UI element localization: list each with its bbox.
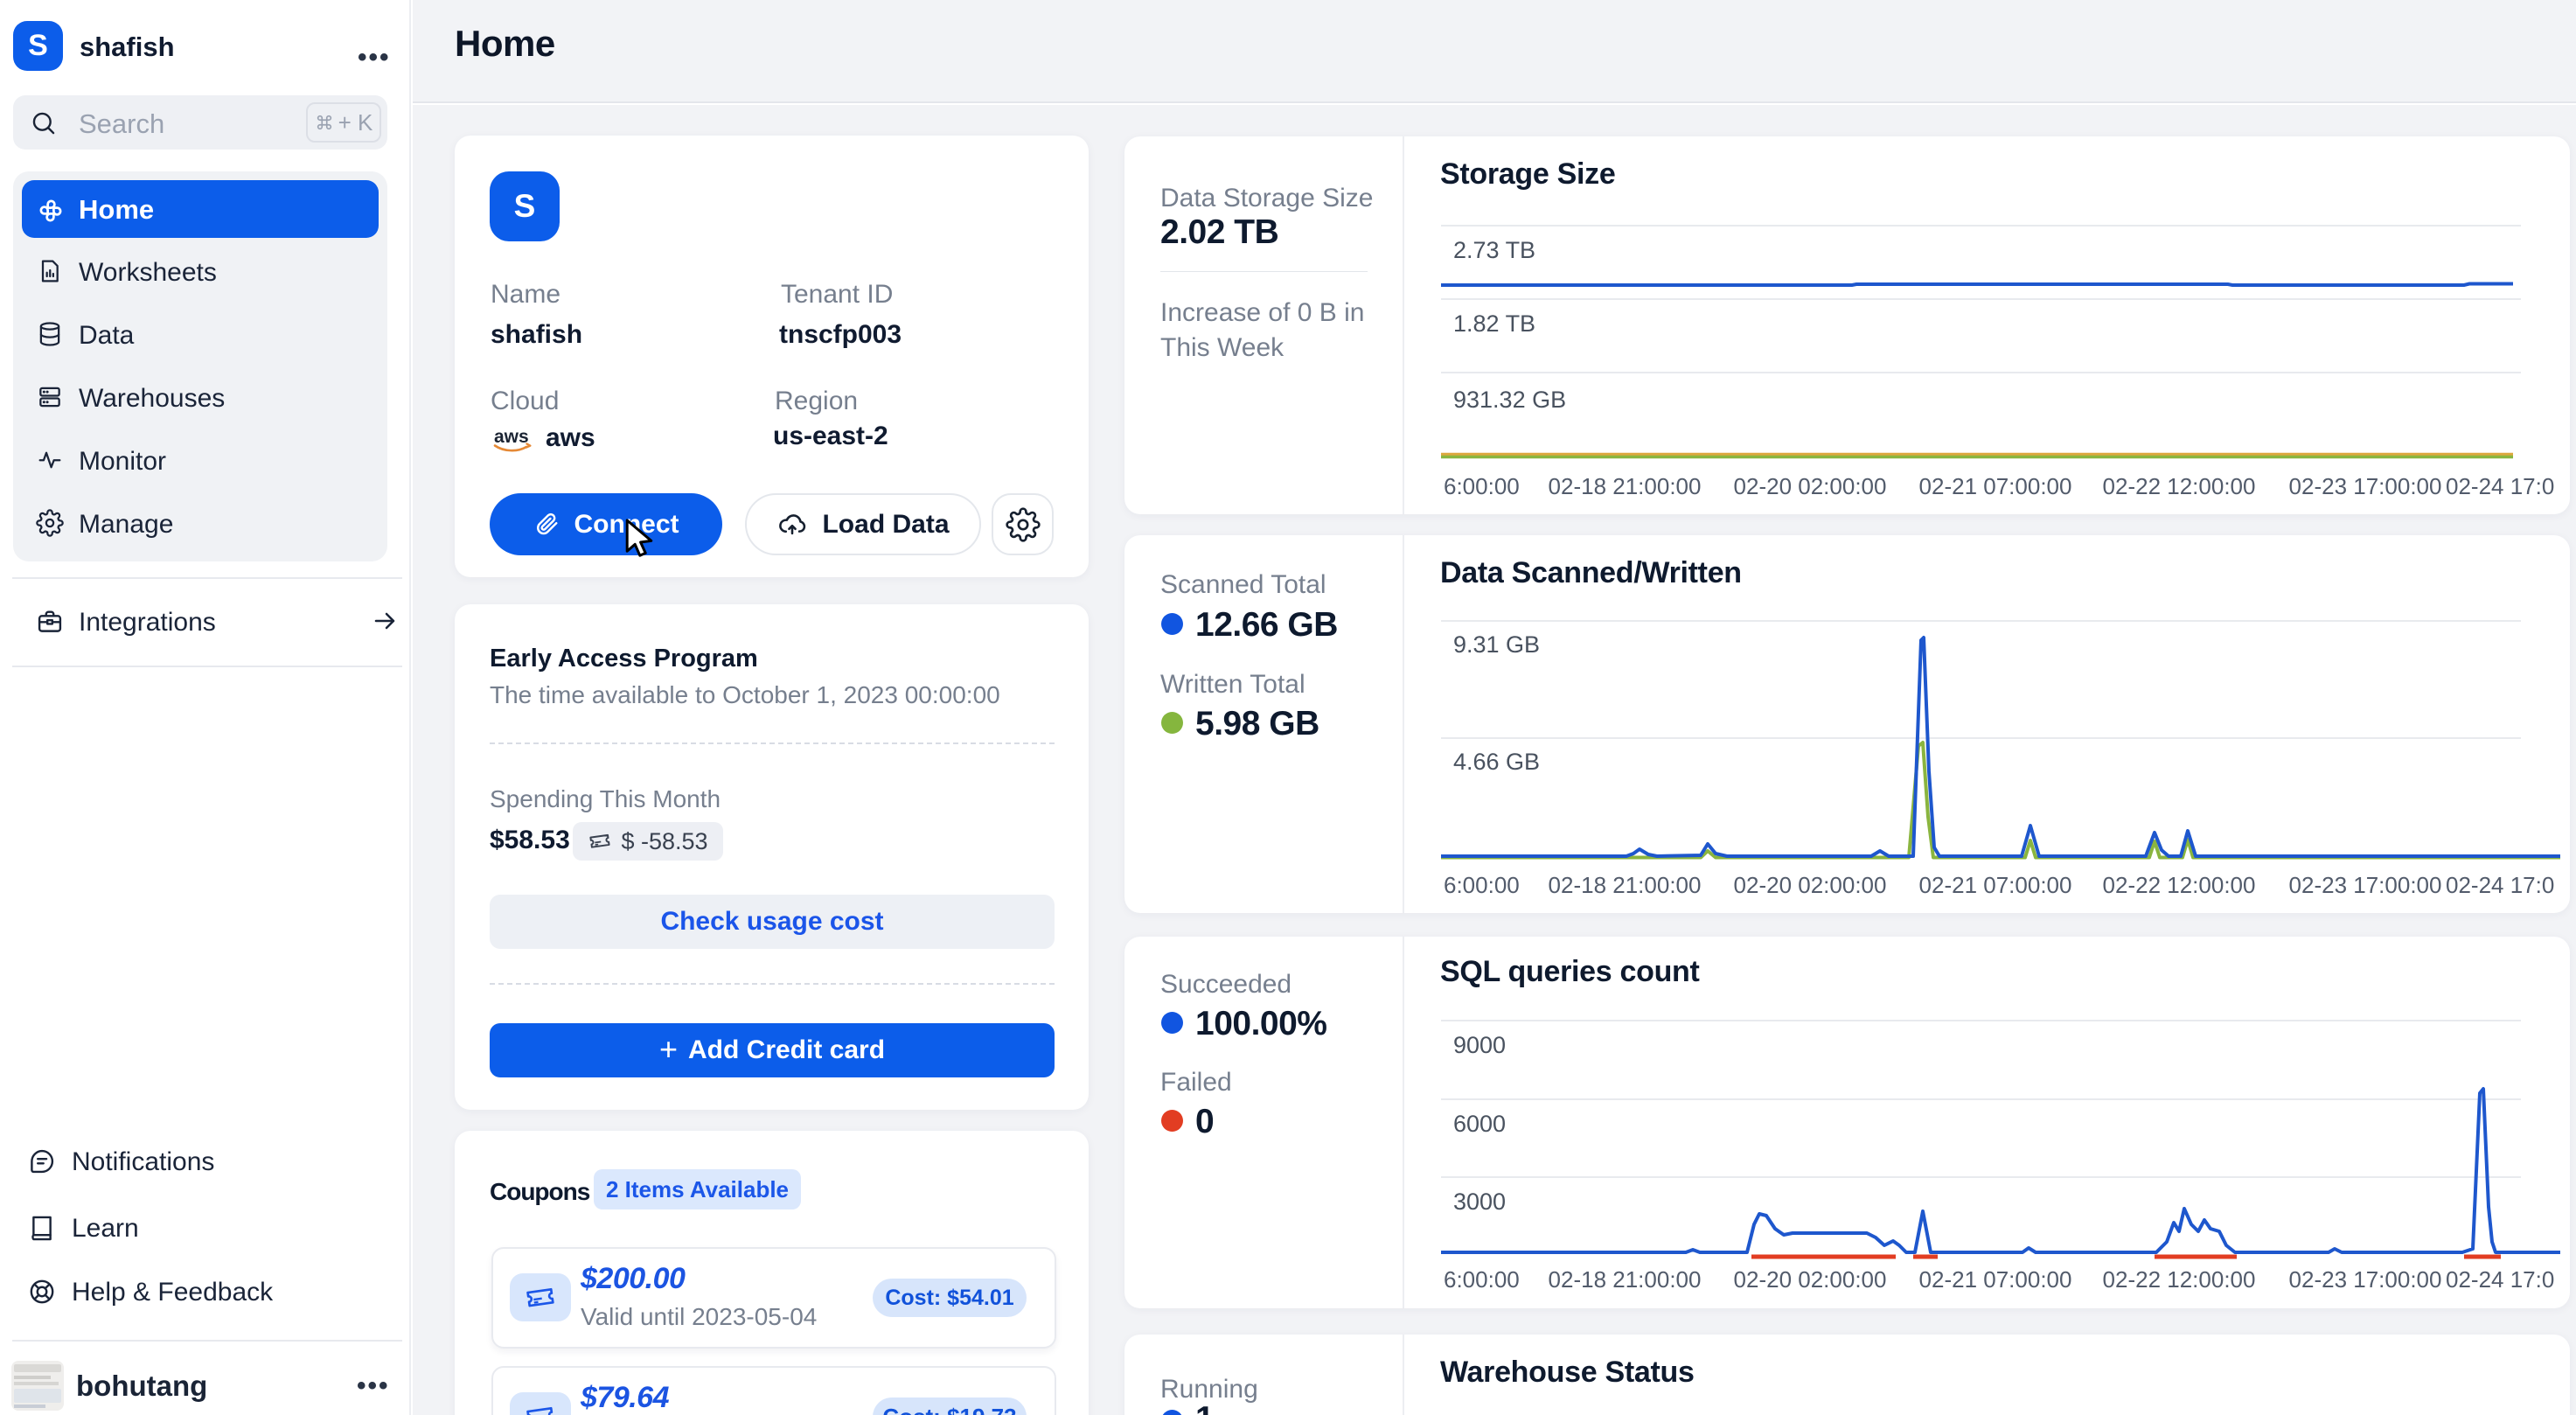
svg-text:aws: aws (494, 427, 529, 447)
